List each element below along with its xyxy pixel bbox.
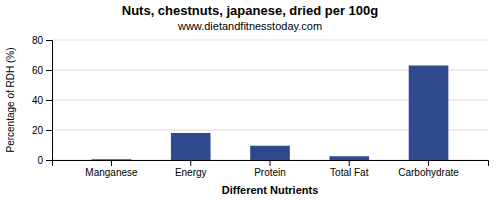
tick: 80 [32, 35, 52, 46]
tick-mark [46, 130, 52, 131]
tick-mark [190, 160, 191, 166]
tick: Protein [254, 160, 286, 178]
tick-label: Total Fat [330, 167, 369, 178]
tick-label: Manganese [85, 167, 138, 178]
tick-label: 20 [32, 125, 44, 136]
title: Nuts, chestnuts, japanese, dried per 100… [122, 3, 379, 18]
chart: 0 20 40 60 80 Manganese Energy Protein Total Fat… [0, 0, 500, 200]
tick: 20 [32, 125, 52, 136]
tick: 40 [32, 95, 52, 106]
tick: 60 [32, 65, 52, 76]
tick-label: 40 [32, 95, 44, 106]
bar [409, 66, 449, 161]
tick-label: 60 [32, 65, 44, 76]
tick-mark [428, 160, 429, 166]
subtitle: www.dietandfitnesstoday.com [177, 20, 322, 32]
bar [92, 159, 132, 160]
bar [329, 156, 369, 160]
tick-mark [46, 40, 52, 41]
tick-label: Carbohydrate [398, 167, 459, 178]
tick: Energy [175, 160, 207, 178]
bar [250, 146, 290, 160]
tick-label: 80 [32, 35, 44, 46]
tick-mark [111, 160, 112, 166]
axis-line [53, 161, 489, 167]
tick: Carbohydrate [398, 160, 459, 178]
y-axis: 0 20 40 60 80 [32, 35, 53, 166]
grid-line [52, 40, 488, 41]
bar [171, 133, 211, 160]
axis-line [46, 41, 53, 161]
plot: 0 20 40 60 80 Manganese Energy Protein Total Fat… [32, 35, 489, 178]
tick-mark [349, 160, 350, 166]
tick-mark [46, 100, 52, 101]
tick-mark [46, 160, 52, 161]
tick-label: Energy [175, 167, 207, 178]
tick-label: Protein [254, 167, 286, 178]
tick: Manganese [85, 160, 138, 178]
y-axis-title: Percentage of RDH (%) [5, 47, 16, 152]
tick: 0 [37, 155, 52, 166]
grid [52, 40, 488, 160]
tick-mark [270, 160, 271, 166]
x-axis-title: Different Nutrients [222, 184, 319, 196]
tick-mark [46, 70, 52, 71]
bars [92, 66, 449, 161]
x-axis: Manganese Energy Protein Total Fat Carbohydr… [53, 160, 489, 178]
tick: Total Fat [330, 160, 369, 178]
tick-label: 0 [37, 155, 43, 166]
